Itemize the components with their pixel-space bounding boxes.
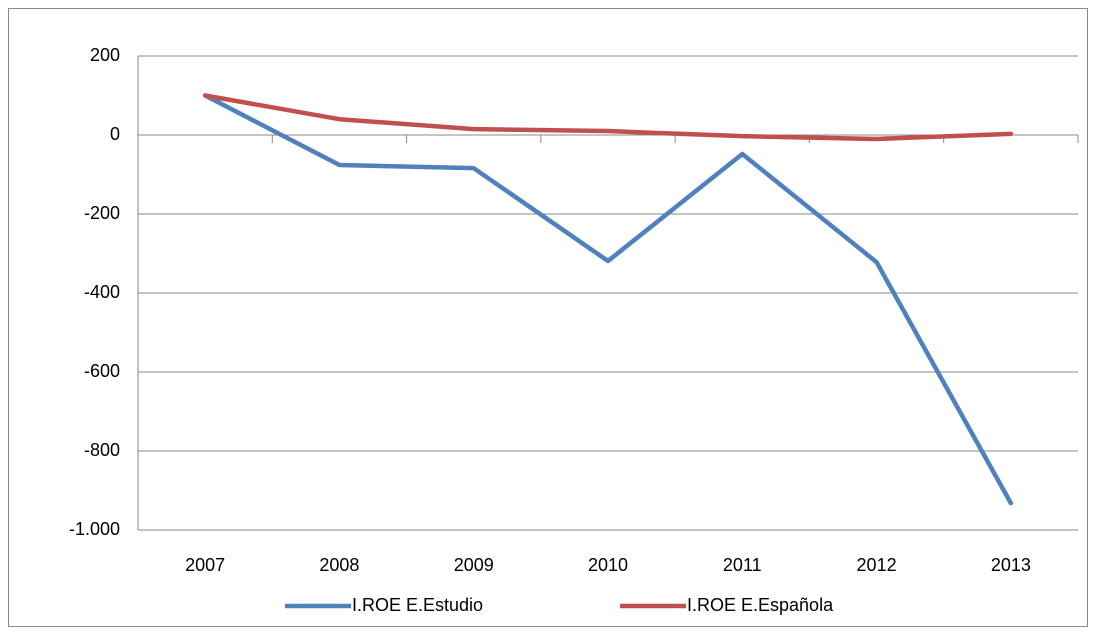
x-tick-label: 2013 (991, 555, 1031, 575)
y-tick-label: -1.000 (69, 519, 120, 539)
y-tick-label: -800 (84, 440, 120, 460)
chart-border (8, 8, 1088, 627)
x-tick-label: 2011 (723, 555, 762, 575)
x-tick-label: 2009 (454, 555, 494, 575)
x-tick-label: 2012 (857, 555, 897, 575)
legend-label: I.ROE E.Española (687, 595, 834, 615)
x-tick-label: 2010 (588, 555, 628, 575)
y-tick-label: 0 (110, 124, 120, 144)
y-tick-label: -600 (84, 361, 120, 381)
series-line (202, 93, 1014, 506)
y-tick-label: 200 (90, 45, 120, 65)
series-line (202, 93, 1014, 142)
y-tick-label: -200 (84, 203, 120, 223)
x-tick-label: 2007 (185, 555, 225, 575)
x-tick-label: 2008 (319, 555, 359, 575)
y-tick-label: -400 (84, 282, 120, 302)
legend-label: I.ROE E.Estudio (352, 595, 483, 615)
